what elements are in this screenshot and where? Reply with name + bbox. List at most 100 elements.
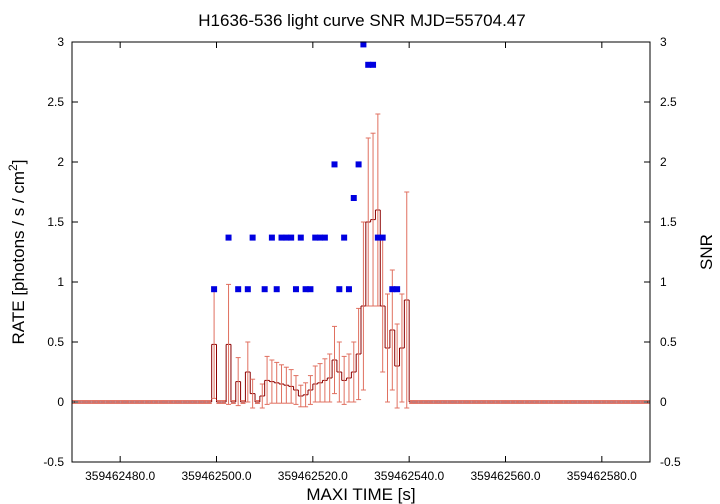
- rate-bin: [495, 400, 501, 404]
- rate-bin: [452, 400, 458, 404]
- snr-point: [249, 234, 256, 241]
- rate-bin: [182, 400, 188, 404]
- rate-bin: [423, 400, 429, 404]
- snr-series: [211, 41, 401, 293]
- rate-bin: [568, 400, 574, 404]
- y-tick-label: 0.5: [47, 335, 64, 349]
- rate-bin: [630, 400, 636, 404]
- rate-bin: [288, 369, 295, 404]
- rate-bin: [380, 239, 386, 373]
- rate-bin: [322, 358, 328, 403]
- rate-bin: [370, 132, 376, 307]
- rate-bin: [384, 293, 391, 403]
- rate-bin: [500, 400, 506, 404]
- y-tick-label: 1: [57, 275, 64, 289]
- rate-bin: [332, 325, 338, 395]
- x-tick-label: 359462480.0: [85, 469, 155, 483]
- rate-bin: [543, 400, 549, 404]
- rate-bin: [486, 400, 492, 404]
- rate-bin: [245, 341, 251, 403]
- rate-bin: [437, 400, 443, 404]
- snr-point: [374, 234, 381, 241]
- rate-bin: [269, 359, 275, 404]
- rate-bin: [211, 289, 217, 402]
- rate-bin: [303, 382, 309, 408]
- snr-point: [235, 286, 242, 293]
- rate-bin: [173, 400, 179, 404]
- rate-bin: [539, 400, 545, 404]
- snr-point: [350, 195, 357, 201]
- y2-axis-label: SNR: [697, 234, 716, 270]
- snr-point: [302, 286, 309, 293]
- rate-bin: [582, 400, 588, 404]
- snr-point: [273, 286, 280, 293]
- rate-bin: [510, 400, 516, 404]
- y-axis-label-sup: 2: [6, 164, 20, 171]
- rate-bin: [611, 400, 617, 404]
- x-axis-label: MAXI TIME [s]: [306, 485, 415, 504]
- y2-tick-label: 0: [660, 395, 667, 409]
- rate-bin: [490, 400, 496, 404]
- y-axis-label-main: RATE [photons / s / cm: [9, 171, 28, 345]
- snr-point: [288, 234, 295, 241]
- rate-bin: [105, 400, 111, 404]
- rate-bin: [230, 381, 237, 404]
- rate-bin: [259, 380, 266, 409]
- snr-point: [336, 286, 343, 293]
- x-tick-label: 359462580.0: [567, 469, 637, 483]
- snr-point: [394, 286, 401, 293]
- rate-bin: [134, 400, 140, 404]
- y-tick-label: 2: [57, 155, 64, 169]
- y2-tick-label: 0.5: [660, 335, 677, 349]
- rate-series: [71, 113, 651, 409]
- rate-bin: [153, 400, 159, 404]
- rate-bin: [625, 400, 631, 404]
- rate-bin: [466, 400, 472, 404]
- y-axis-label-end: ]: [9, 160, 28, 165]
- rate-bin: [144, 400, 150, 404]
- rate-bin: [226, 283, 232, 405]
- snr-point: [345, 286, 352, 293]
- rate-bin: [572, 400, 578, 404]
- rate-bin: [201, 400, 207, 404]
- snr-point: [355, 161, 362, 168]
- rate-bin: [548, 400, 554, 404]
- rate-bin: [120, 400, 126, 404]
- rate-bin: [293, 375, 299, 405]
- rate-bin: [81, 400, 87, 404]
- rate-bin: [264, 355, 270, 405]
- snr-point: [331, 161, 338, 168]
- plot-frame: [71, 41, 651, 463]
- rate-bin: [341, 355, 348, 405]
- rate-bin: [375, 113, 381, 307]
- snr-point: [360, 41, 367, 48]
- rate-bin: [596, 400, 602, 404]
- snr-point: [341, 234, 348, 241]
- rate-bin: [356, 306, 362, 401]
- rate-bin: [298, 384, 304, 408]
- rate-bin: [365, 137, 372, 307]
- y2-tick-label: 1.5: [660, 215, 677, 229]
- rate-bin: [360, 221, 367, 391]
- x-tick-label: 359462520.0: [278, 469, 348, 483]
- rate-bin: [447, 400, 453, 404]
- rate-bin: [187, 400, 193, 404]
- chart-title: H1636-536 light curve SNR MJD=55704.47: [198, 11, 525, 30]
- rate-bin: [505, 400, 511, 404]
- rate-bin: [616, 400, 622, 404]
- rate-bin: [158, 400, 164, 404]
- rate-bin: [100, 400, 106, 404]
- rate-bin: [529, 400, 535, 404]
- rate-bin: [327, 353, 333, 403]
- y-tick-label: 3: [57, 35, 64, 49]
- rate-bin: [283, 366, 290, 404]
- rate-bin: [404, 191, 410, 409]
- rate-bin: [601, 400, 607, 404]
- snr-point: [283, 234, 290, 241]
- rate-bin: [462, 400, 468, 404]
- snr-point: [278, 234, 285, 241]
- rate-bin: [86, 400, 92, 404]
- rate-bin: [250, 378, 256, 409]
- rate-bin: [621, 400, 627, 404]
- rate-bin: [336, 341, 343, 403]
